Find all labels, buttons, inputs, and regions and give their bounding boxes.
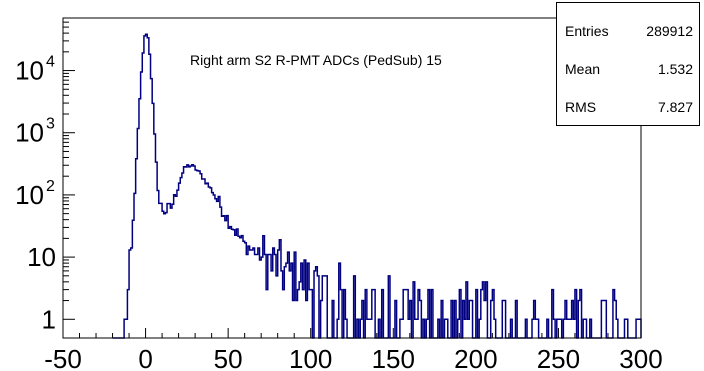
x-tick-label: 50 (214, 344, 243, 371)
y-tick-label: 10 (15, 180, 44, 210)
stats-label: Entries (565, 23, 609, 39)
stats-value: 7.827 (657, 99, 693, 115)
y-tick-exponent: 4 (46, 54, 55, 71)
x-tick-label: -50 (44, 344, 82, 371)
y-tick-label: 1 (42, 304, 56, 334)
x-tick-label: 150 (372, 344, 415, 371)
plot-frame (62, 17, 642, 339)
stats-row-entries: Entries 289912 (557, 23, 699, 43)
y-tick-exponent: 2 (46, 178, 55, 195)
stats-row-mean: Mean 1.532 (557, 61, 699, 81)
stats-label: RMS (565, 99, 597, 115)
y-tick-label: 10 (15, 118, 44, 148)
x-tick-label: 300 (619, 344, 662, 371)
stats-label: Mean (565, 61, 601, 77)
x-tick-label: 100 (289, 344, 332, 371)
y-tick-label: 10 (27, 242, 56, 272)
y-tick-label: 10 (15, 56, 44, 86)
y-tick-exponent: 3 (46, 116, 55, 133)
stats-box: Entries 289912 Mean 1.532 RMS 7.827 (556, 2, 700, 126)
x-tick-label: 250 (537, 344, 580, 371)
x-tick-label: 0 (138, 344, 152, 371)
chart-title: Right arm S2 R-PMT ADCs (PedSub) 15 (190, 52, 442, 68)
stats-value: 1.532 (657, 61, 693, 77)
stats-row-rms: RMS 7.827 (557, 99, 699, 119)
stats-value: 289912 (646, 23, 693, 39)
x-tick-label: 200 (454, 344, 497, 371)
